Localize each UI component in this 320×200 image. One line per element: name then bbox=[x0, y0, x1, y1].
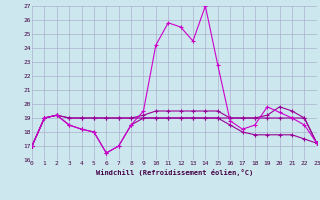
X-axis label: Windchill (Refroidissement éolien,°C): Windchill (Refroidissement éolien,°C) bbox=[96, 169, 253, 176]
